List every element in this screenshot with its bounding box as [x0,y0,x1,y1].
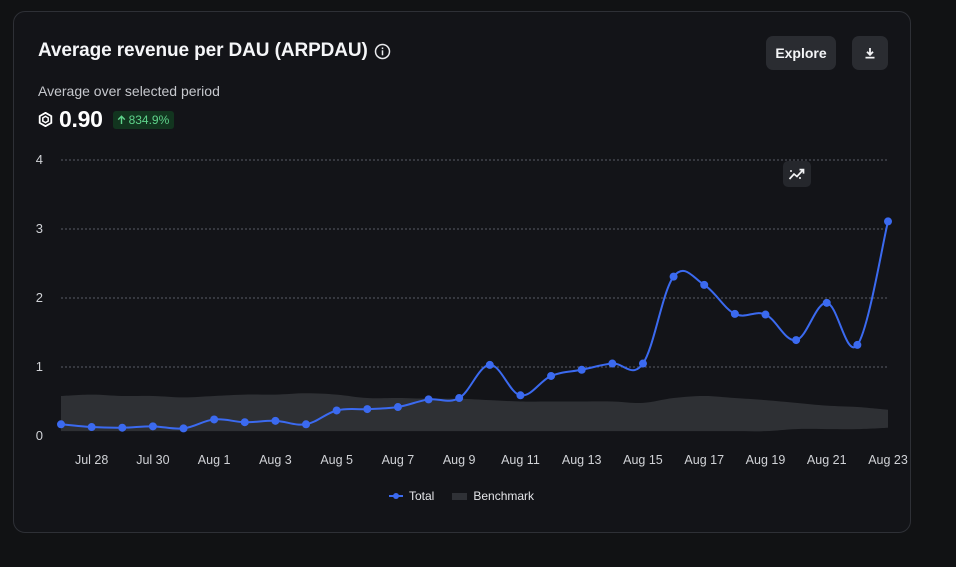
total-data-point [822,298,831,307]
change-value: 834.9% [128,112,170,127]
total-data-point [853,340,862,349]
total-data-point [179,424,188,433]
y-tick-label: 4 [36,152,43,167]
y-tick-label: 1 [36,359,43,374]
total-data-point [761,310,770,319]
chart-card: Average revenue per DAU (ARPDAU) Average… [13,11,911,533]
total-data-point [271,416,280,425]
total-data-point [547,371,556,380]
total-data-point [577,365,586,374]
metric-row: 0.90 834.9% [38,106,175,133]
total-data-point [302,420,311,429]
total-data-point [455,394,464,403]
legend-label-total: Total [409,489,435,503]
total-data-point [118,423,127,432]
title-row: Average revenue per DAU (ARPDAU) [38,40,391,62]
x-tick-label: Aug 3 [259,453,292,467]
total-data-point [240,418,249,427]
legend-item-benchmark[interactable]: Benchmark [452,489,534,503]
legend-label-benchmark: Benchmark [473,489,535,503]
x-tick-label: Aug 7 [382,453,415,467]
total-data-point [332,406,341,415]
total-data-point [393,403,402,412]
total-data-point [148,422,157,431]
x-tick-label: Aug 17 [684,453,724,467]
x-tick-label: Aug 23 [868,453,908,467]
download-button[interactable] [852,36,888,70]
total-data-point [516,391,525,400]
x-tick-label: Aug 15 [623,453,663,467]
x-tick-label: Jul 30 [136,453,169,467]
total-data-point [363,405,372,414]
total-data-point [700,280,709,289]
total-data-point [57,420,65,429]
robux-icon [38,111,53,128]
chart-legend: Total Benchmark [389,489,534,503]
total-data-point [87,423,96,432]
total-data-point [884,217,892,226]
y-tick-label: 0 [36,428,43,443]
y-tick-label: 2 [36,290,43,305]
x-tick-label: Aug 21 [807,453,847,467]
x-tick-label: Aug 11 [501,453,540,467]
x-tick-label: Aug 13 [562,453,602,467]
chart-title: Average revenue per DAU (ARPDAU) [38,40,368,61]
total-data-point [608,359,617,368]
trend-icon [788,168,805,180]
total-data-point [792,336,801,345]
x-tick-label: Aug 19 [746,453,786,467]
total-data-point [638,359,647,368]
metric-value: 0.90 [59,106,103,132]
y-tick-label: 3 [36,221,43,236]
chart-subtitle: Average over selected period [38,83,220,99]
total-data-point [210,415,219,424]
legend-swatch-benchmark [452,492,468,500]
x-tick-label: Aug 9 [443,453,476,467]
x-tick-label: Aug 5 [320,453,353,467]
x-tick-label: Jul 28 [75,453,108,467]
x-tick-label: Aug 1 [198,453,231,467]
arrow-up-icon [117,114,125,124]
total-data-point [669,272,678,281]
legend-swatch-total [389,493,403,499]
trend-button[interactable] [783,161,811,187]
legend-item-total[interactable]: Total [389,489,434,503]
explore-button[interactable]: Explore [766,36,836,70]
info-icon[interactable] [374,43,391,60]
download-icon [865,48,875,59]
total-data-point [485,360,494,369]
total-data-point [424,395,433,404]
total-data-point [730,309,739,318]
change-badge: 834.9% [112,110,175,129]
